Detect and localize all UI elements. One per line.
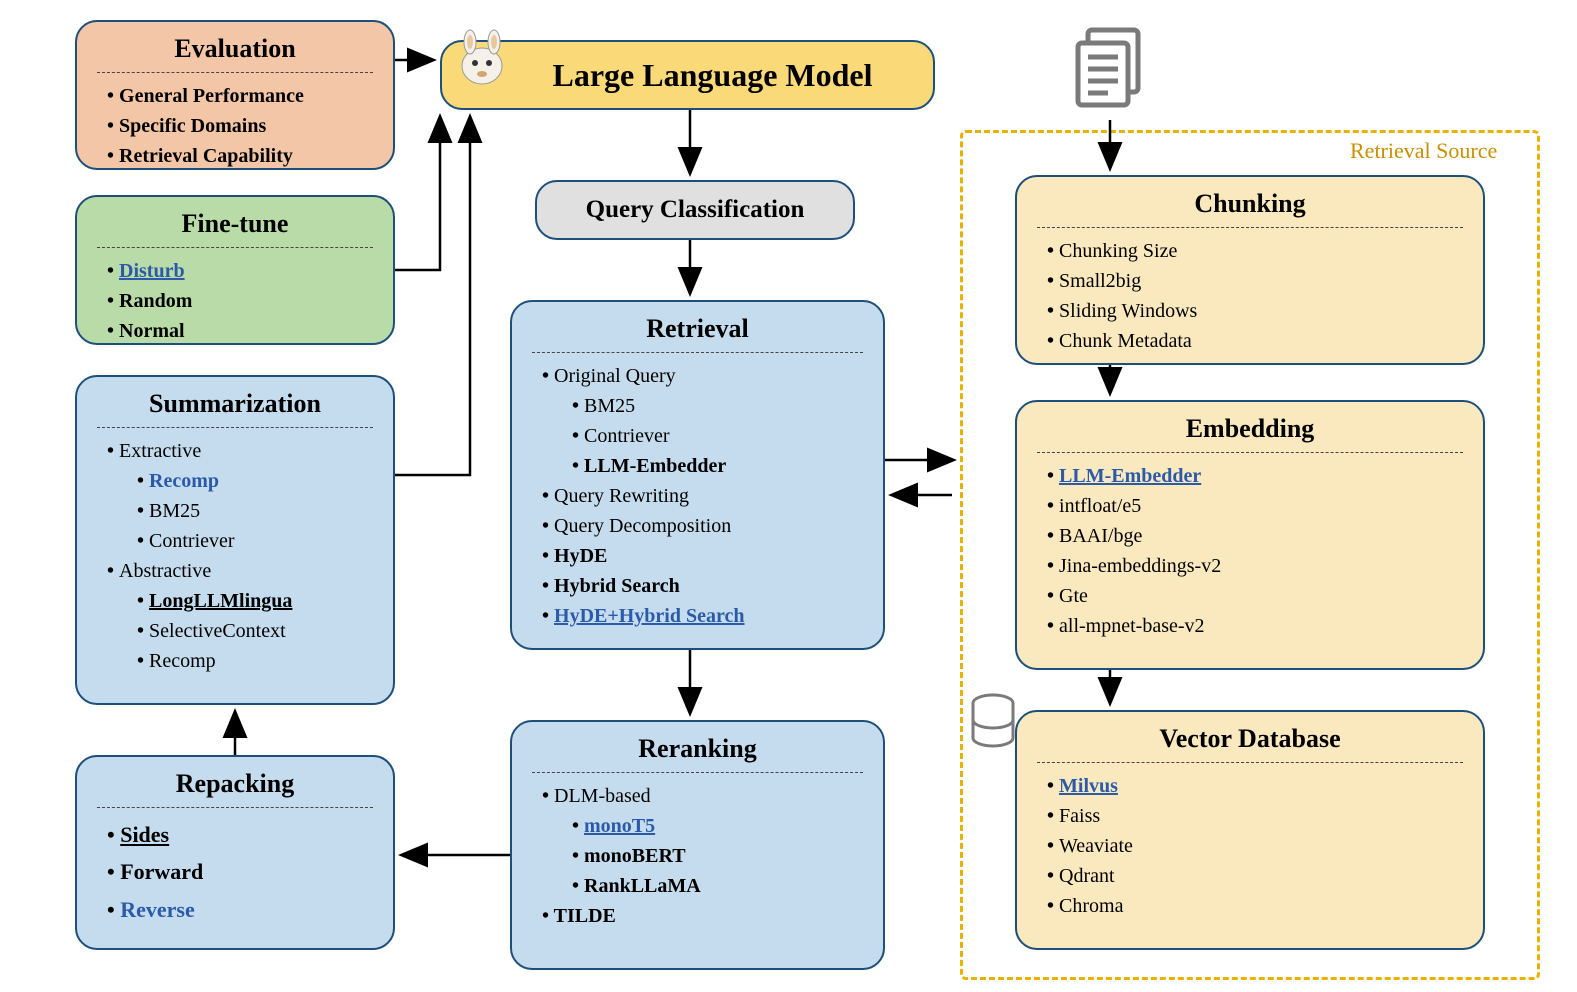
list-item: LongLLMlingua [107, 586, 373, 616]
list-item: Recomp [107, 646, 373, 676]
list-item: Specific Domains [107, 111, 373, 141]
summarization-title: Summarization [97, 389, 373, 428]
summarization-list: Extractive Recomp BM25 Contriever Abstra… [97, 436, 373, 676]
list-item: Forward [107, 853, 373, 890]
list-item: LLM-Embedder [542, 451, 863, 481]
list-item: Query Rewriting [542, 481, 863, 511]
list-item: Retrieval Capability [107, 141, 373, 171]
list-item: Chunking Size [1047, 236, 1463, 266]
list-item: DLM-based [542, 781, 863, 811]
retrieval-title: Retrieval [532, 314, 863, 353]
list-item: Weaviate [1047, 831, 1463, 861]
list-item: Recomp [107, 466, 373, 496]
list-item: LLM-Embedder [1047, 461, 1463, 491]
repacking-box: Repacking Sides Forward Reverse [75, 755, 395, 950]
list-item: Small2big [1047, 266, 1463, 296]
list-item: Sliding Windows [1047, 296, 1463, 326]
repacking-list: Sides Forward Reverse [97, 816, 373, 928]
list-item: Random [107, 286, 373, 316]
list-item: Contriever [542, 421, 863, 451]
list-item: Faiss [1047, 801, 1463, 831]
list-item: all-mpnet-base-v2 [1047, 611, 1463, 641]
finetune-box: Fine-tune Disturb Random Normal [75, 195, 395, 345]
list-item: Abstractive [107, 556, 373, 586]
vectordb-box: Vector Database Milvus Faiss Weaviate Qd… [1015, 710, 1485, 950]
chunking-title: Chunking [1037, 189, 1463, 228]
retrieval-box: Retrieval Original Query BM25 Contriever… [510, 300, 885, 650]
list-item: SelectiveContext [107, 616, 373, 646]
list-item: monoBERT [542, 841, 863, 871]
vectordb-list: Milvus Faiss Weaviate Qdrant Chroma [1037, 771, 1463, 921]
list-item: Normal [107, 316, 373, 346]
embedding-box: Embedding LLM-Embedder intfloat/e5 BAAI/… [1015, 400, 1485, 670]
chunking-box: Chunking Chunking Size Small2big Sliding… [1015, 175, 1485, 365]
llm-box: Large Language Model [440, 40, 935, 110]
list-item: Gte [1047, 581, 1463, 611]
evaluation-list: General Performance Specific Domains Ret… [97, 81, 373, 171]
documents-icon [1070, 25, 1150, 125]
reranking-box: Reranking DLM-based monoT5 monoBERT Rank… [510, 720, 885, 970]
list-item: HyDE+Hybrid Search [542, 601, 863, 631]
llama-icon [452, 28, 512, 93]
query-classification-title: Query Classification [586, 196, 805, 224]
list-item: Extractive [107, 436, 373, 466]
retrieval-source-label: Retrieval Source [1350, 138, 1497, 164]
finetune-title: Fine-tune [97, 209, 373, 248]
list-item: monoT5 [542, 811, 863, 841]
list-item: Query Decomposition [542, 511, 863, 541]
list-item: Qdrant [1047, 861, 1463, 891]
database-icon [968, 693, 1018, 758]
query-classification-box: Query Classification [535, 180, 855, 240]
list-item: Hybrid Search [542, 571, 863, 601]
list-item: Chroma [1047, 891, 1463, 921]
list-item: Original Query [542, 361, 863, 391]
llm-title: Large Language Model [553, 57, 873, 94]
embedding-list: LLM-Embedder intfloat/e5 BAAI/bge Jina-e… [1037, 461, 1463, 641]
list-item: Contriever [107, 526, 373, 556]
list-item: intfloat/e5 [1047, 491, 1463, 521]
list-item: RankLLaMA [542, 871, 863, 901]
reranking-list: DLM-based monoT5 monoBERT RankLLaMA TILD… [532, 781, 863, 931]
finetune-list: Disturb Random Normal [97, 256, 373, 346]
repacking-title: Repacking [97, 769, 373, 808]
list-item: General Performance [107, 81, 373, 111]
retrieval-list: Original Query BM25 Contriever LLM-Embed… [532, 361, 863, 631]
list-item: Jina-embeddings-v2 [1047, 551, 1463, 581]
list-item: TILDE [542, 901, 863, 931]
summarization-box: Summarization Extractive Recomp BM25 Con… [75, 375, 395, 705]
embedding-title: Embedding [1037, 414, 1463, 453]
vectordb-title: Vector Database [1037, 724, 1463, 763]
evaluation-box: Evaluation General Performance Specific … [75, 20, 395, 170]
reranking-title: Reranking [532, 734, 863, 773]
list-item: Sides [107, 816, 373, 853]
evaluation-title: Evaluation [97, 34, 373, 73]
list-item: Reverse [107, 891, 373, 928]
list-item: HyDE [542, 541, 863, 571]
chunking-list: Chunking Size Small2big Sliding Windows … [1037, 236, 1463, 356]
list-item: Milvus [1047, 771, 1463, 801]
list-item: BAAI/bge [1047, 521, 1463, 551]
list-item: Disturb [107, 256, 373, 286]
list-item: BM25 [107, 496, 373, 526]
list-item: BM25 [542, 391, 863, 421]
list-item: Chunk Metadata [1047, 326, 1463, 356]
